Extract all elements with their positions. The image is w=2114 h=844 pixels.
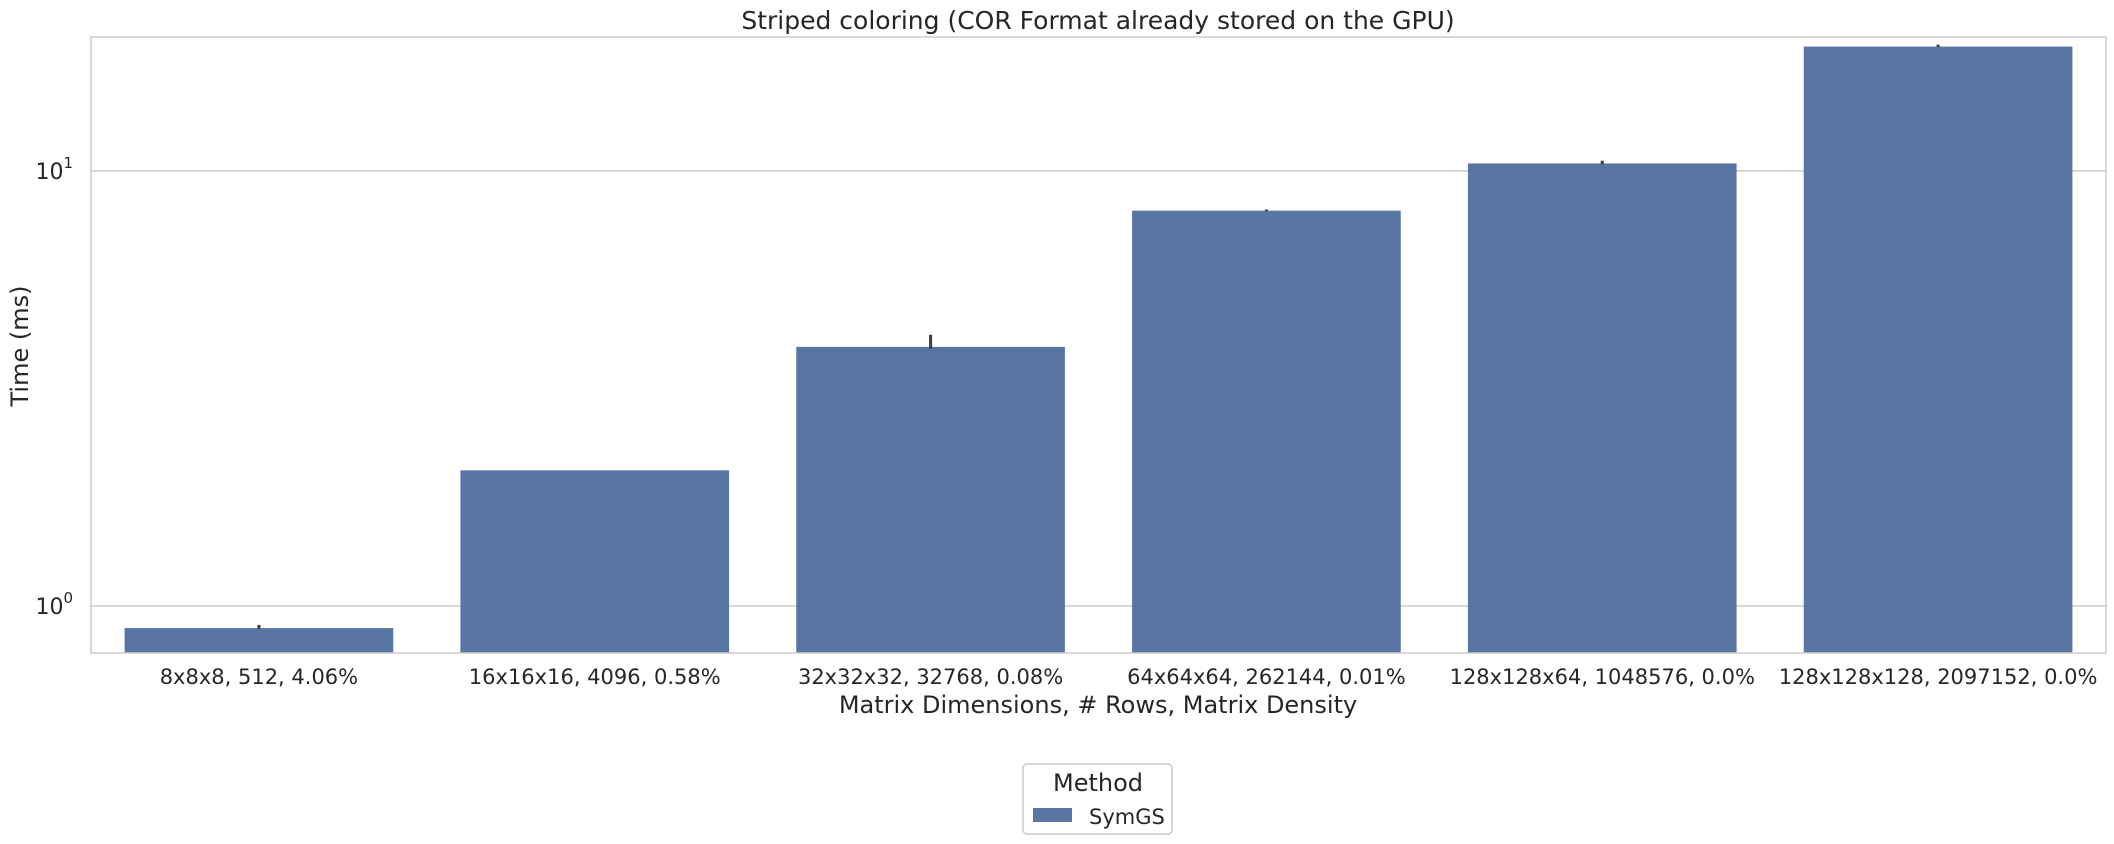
x-tick-label: 16x16x16, 4096, 0.58% [469, 665, 721, 689]
x-tick-label: 128x128x128, 2097152, 0.0% [1779, 665, 2098, 689]
x-tick-label: 32x32x32, 32768, 0.08% [798, 665, 1063, 689]
legend-entry-symgs: SymGS [1089, 805, 1165, 829]
bar [796, 346, 1065, 653]
x-axis-label: Matrix Dimensions, # Rows, Matrix Densit… [839, 691, 1357, 719]
gridlines [91, 170, 2106, 607]
x-tick-label: 128x128x64, 1048576, 0.0% [1450, 665, 1755, 689]
bar [124, 628, 394, 653]
bar [1467, 163, 1737, 654]
y-tick-labels: 100 101 [35, 154, 73, 620]
y-tick-label: 101 [35, 154, 73, 185]
plot-frame [90, 36, 2107, 654]
bars [124, 46, 2073, 654]
legend-title: Method [1053, 769, 1143, 797]
x-tick-label: 8x8x8, 512, 4.06% [160, 665, 358, 689]
error-bars [257, 44, 1940, 629]
legend: Method SymGS [1022, 763, 1173, 835]
x-tick-label: 64x64x64, 262144, 0.01% [1127, 665, 1406, 689]
legend-swatch [1033, 808, 1072, 822]
chart-title: Striped coloring (COR Format already sto… [741, 6, 1454, 35]
y-axis-label: Time (ms) [6, 286, 34, 408]
bar [1132, 210, 1401, 653]
bar [1803, 46, 2073, 654]
bar [460, 470, 730, 653]
x-tick-labels: 8x8x8, 512, 4.06% 16x16x16, 4096, 0.58% 32… [160, 665, 2098, 689]
y-tick-label: 100 [35, 589, 73, 620]
